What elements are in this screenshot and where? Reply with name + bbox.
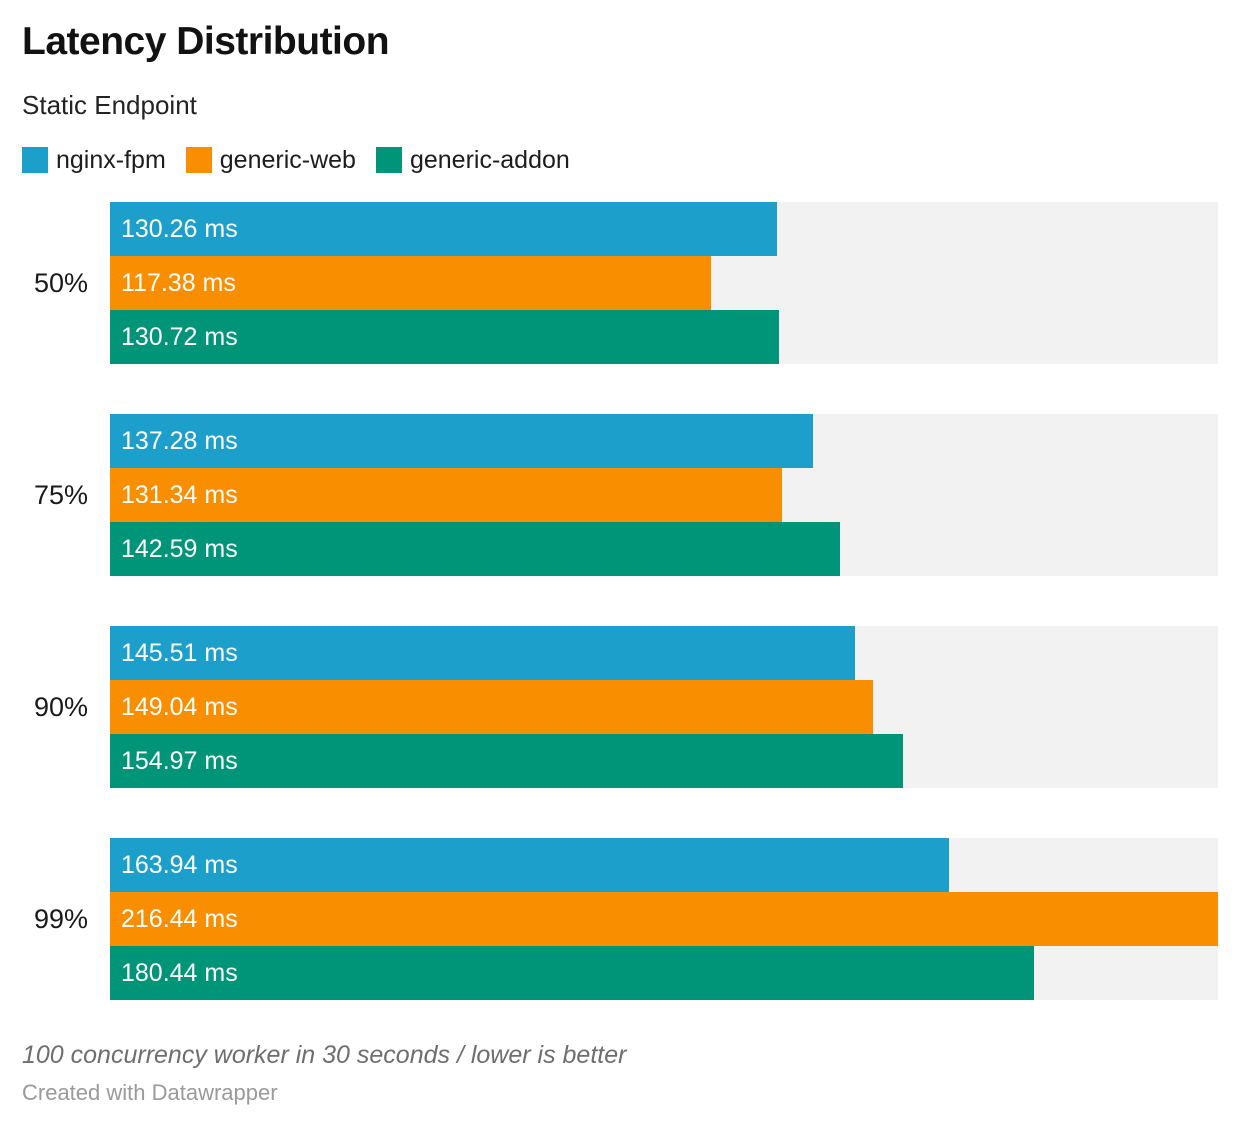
bar-value-label: 137.28 ms <box>121 426 238 455</box>
bar-value-label: 163.94 ms <box>121 850 238 879</box>
bar-generic-web-75%: 131.34 ms <box>110 468 783 522</box>
bar-value-label: 180.44 ms <box>121 958 238 987</box>
bar-track: 137.28 ms 131.34 ms 142.59 ms <box>110 414 1218 576</box>
legend-label: generic-addon <box>409 146 570 174</box>
bar-generic-web-50%: 117.38 ms <box>110 256 711 310</box>
legend: nginx-fpm generic-web generic-addon <box>22 146 1218 174</box>
bar-group-75%: 75% 137.28 ms 131.34 ms 142.59 ms <box>22 414 1218 576</box>
chart-note: 100 concurrency worker in 30 seconds / l… <box>22 1041 627 1069</box>
bar-track: 130.26 ms 117.38 ms 130.72 ms <box>110 202 1218 364</box>
legend-swatch-icon <box>185 147 212 173</box>
legend-swatch-icon <box>375 147 402 173</box>
category-label: 75% <box>33 479 88 510</box>
bar-nginx-fpm-90%: 145.51 ms <box>110 626 855 680</box>
bar-value-label: 130.26 ms <box>121 214 238 243</box>
bar-generic-addon-50%: 130.72 ms <box>110 310 780 364</box>
bar-nginx-fpm-99%: 163.94 ms <box>110 838 950 892</box>
page-title: Latency Distribution <box>22 20 390 63</box>
bar-value-label: 117.38 ms <box>121 268 236 297</box>
legend-item-generic-addon: generic-addon <box>375 146 570 174</box>
bar-value-label: 130.72 ms <box>121 322 238 351</box>
bar-track: 145.51 ms 149.04 ms 154.97 ms <box>110 626 1218 788</box>
bar-value-label: 145.51 ms <box>121 638 238 667</box>
bar-generic-addon-99%: 180.44 ms <box>110 946 1034 1000</box>
bar-value-label: 142.59 ms <box>121 534 238 563</box>
bar-generic-web-90%: 149.04 ms <box>110 680 873 734</box>
bar-group-90%: 90% 145.51 ms 149.04 ms 154.97 ms <box>22 626 1218 788</box>
bar-value-label: 131.34 ms <box>121 480 238 509</box>
bar-group-99%: 99% 163.94 ms 216.44 ms 180.44 ms <box>22 838 1218 1000</box>
bar-value-label: 154.97 ms <box>121 746 238 775</box>
bar-nginx-fpm-75%: 137.28 ms <box>110 414 813 468</box>
legend-label: generic-web <box>219 146 356 174</box>
bar-nginx-fpm-50%: 130.26 ms <box>110 202 777 256</box>
datawrapper-credit: Created with Datawrapper <box>22 1080 278 1105</box>
bar-generic-addon-90%: 154.97 ms <box>110 734 904 788</box>
legend-item-generic-web: generic-web <box>185 146 356 174</box>
bar-group-50%: 50% 130.26 ms 117.38 ms 130.72 ms <box>22 202 1218 364</box>
bar-value-label: 216.44 ms <box>121 904 238 933</box>
chart-subtitle: Static Endpoint <box>22 90 197 120</box>
bar-value-label: 149.04 ms <box>121 692 238 721</box>
legend-item-nginx-fpm: nginx-fpm <box>22 146 166 174</box>
bar-chart: 50% 130.26 ms 117.38 ms 130.72 ms 75% 137.28 … <box>22 202 1218 1000</box>
bar-generic-addon-75%: 142.59 ms <box>110 522 840 576</box>
bar-track: 163.94 ms 216.44 ms 180.44 ms <box>110 838 1218 1000</box>
bar-generic-web-99%: 216.44 ms <box>110 892 1218 946</box>
category-label: 90% <box>33 691 88 722</box>
category-label: 50% <box>33 267 88 298</box>
legend-swatch-icon <box>22 147 48 173</box>
category-label: 99% <box>33 903 88 934</box>
legend-label: nginx-fpm <box>56 146 166 174</box>
